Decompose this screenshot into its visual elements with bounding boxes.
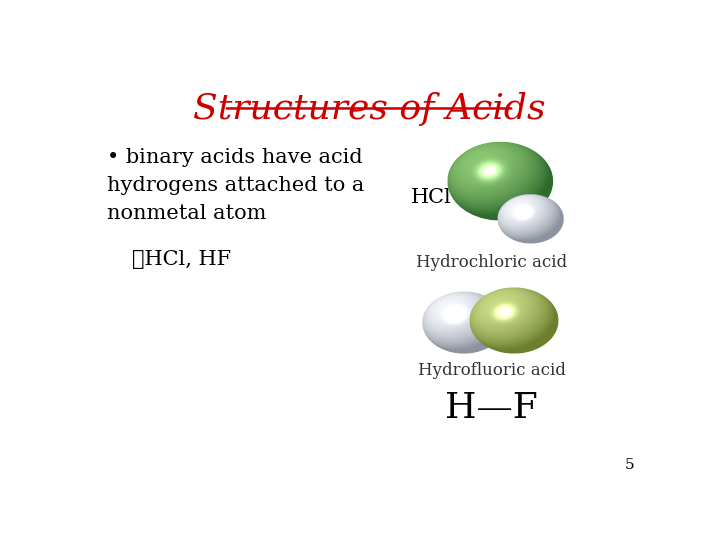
Text: Hydrochloric acid: Hydrochloric acid [416, 254, 567, 271]
Text: 5: 5 [624, 458, 634, 472]
Text: ✓HCl, HF: ✓HCl, HF [132, 250, 231, 269]
Text: HCl: HCl [411, 188, 451, 207]
Text: Hydrofluoric acid: Hydrofluoric acid [418, 362, 566, 379]
Text: Structures of Acids: Structures of Acids [193, 92, 545, 126]
Text: • binary acids have acid
hydrogens attached to a
nonmetal atom: • binary acids have acid hydrogens attac… [107, 148, 364, 223]
Text: H—F: H—F [446, 391, 538, 425]
